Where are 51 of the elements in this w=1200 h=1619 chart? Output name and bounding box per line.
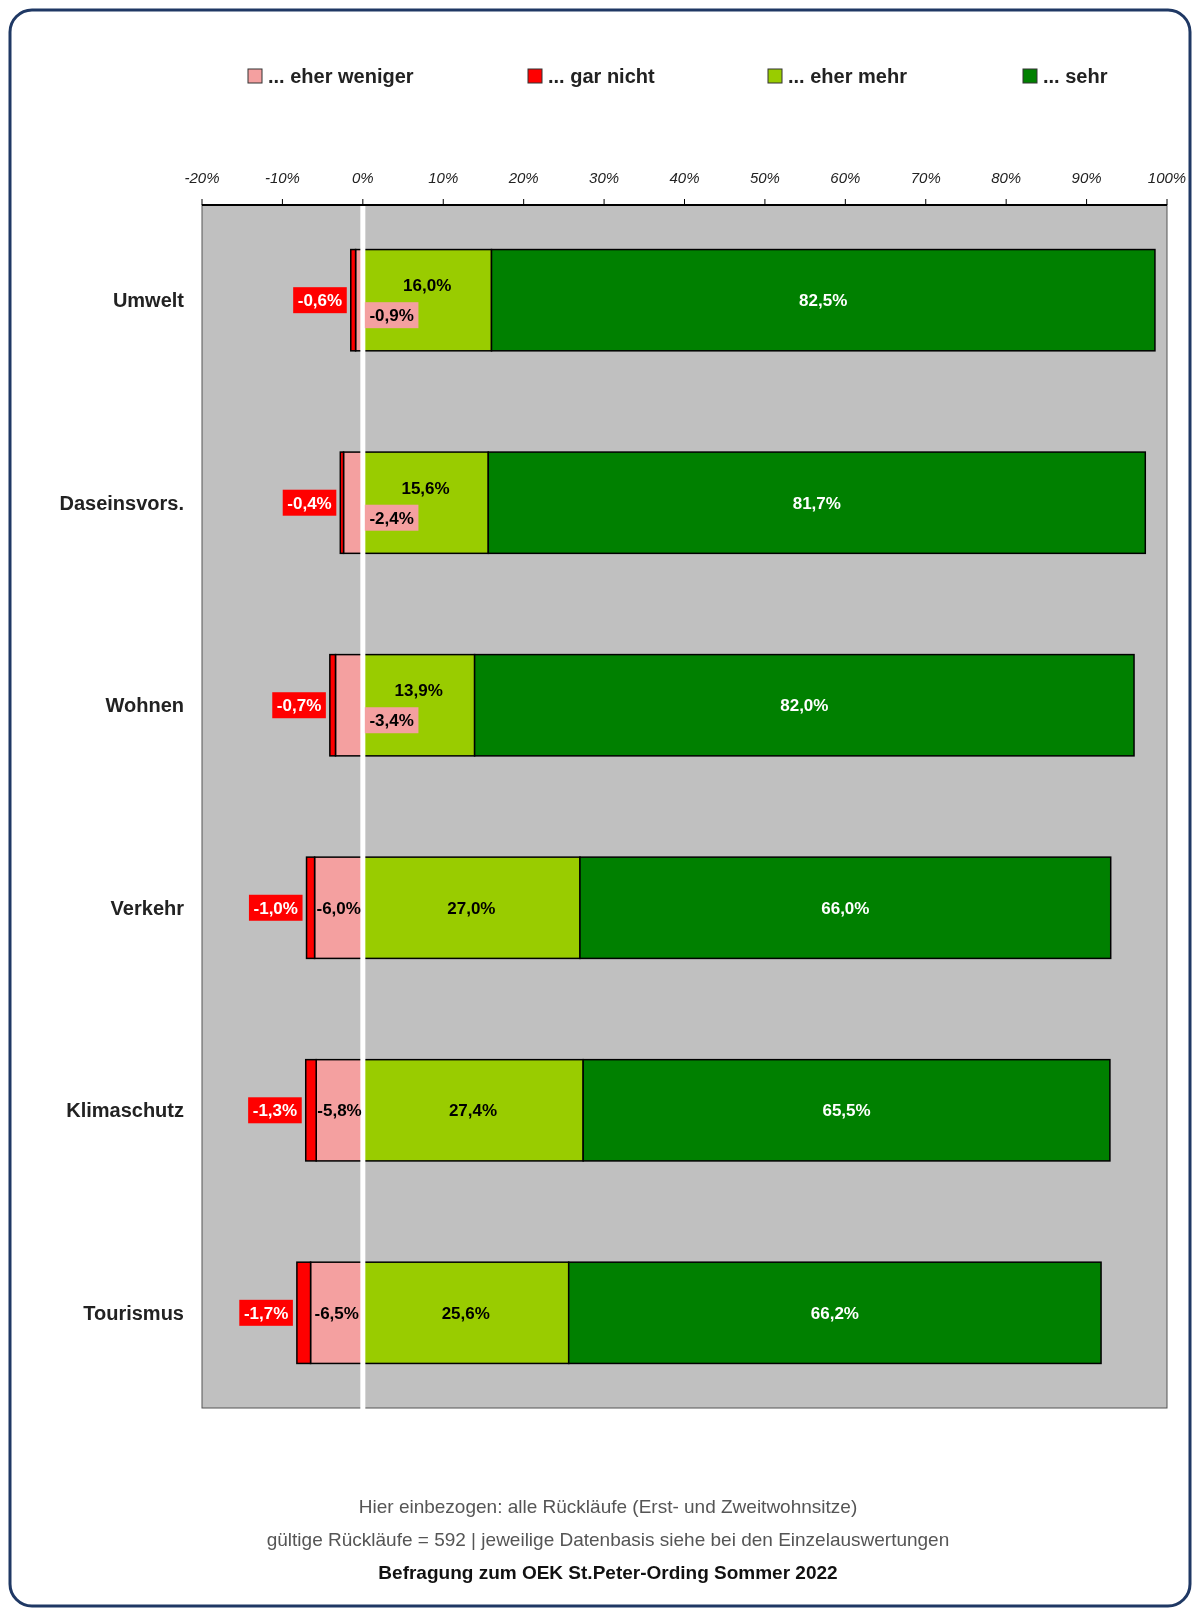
x-tick-label: 70% [910, 169, 941, 186]
legend-label: ... gar nicht [548, 65, 656, 87]
data-label: 65,5% [822, 1101, 871, 1121]
bar [350, 248, 357, 352]
y-tick-label: Klimaschutz [66, 1099, 184, 1122]
x-tick-label: 20% [507, 169, 539, 186]
text: Befragung zum OEK St.Peter-Ording Sommer 2022 [378, 1562, 838, 1583]
data-label: 13,9% [394, 681, 443, 701]
y-tick-label: Wohnen [105, 694, 184, 717]
data-label: -0,4% [287, 493, 332, 513]
y-tick-label: Verkehr [110, 896, 185, 919]
legend-label: ... sehr [1043, 65, 1108, 87]
data-label: 27,4% [448, 1101, 498, 1121]
x-tick-label: 0% [351, 169, 374, 186]
x-tick-label: -20% [184, 169, 220, 186]
legend-label: ... eher weniger [268, 65, 414, 87]
x-tick-label: 90% [1071, 169, 1102, 186]
x-tick-label: 30% [589, 169, 620, 186]
data-label: -0,7% [276, 696, 322, 716]
y-tick-label: Tourismus [83, 1301, 184, 1324]
data-label: -2,4% [369, 508, 414, 528]
data-label: -3,4% [369, 711, 414, 731]
data-label: 66,0% [821, 898, 870, 918]
x-tick-label: 40% [669, 169, 700, 186]
x-tick-label: 50% [749, 169, 780, 186]
y-tick-label: Umwelt [112, 289, 185, 312]
x-tick-label: 100% [1147, 169, 1187, 186]
data-label: 66,2% [810, 1303, 859, 1323]
data-label: 27,0% [447, 898, 496, 918]
data-label: -1,3% [252, 1101, 298, 1121]
data-label: 82,0% [780, 696, 829, 716]
data-label: 81,7% [792, 493, 841, 513]
data-label: -1,7% [243, 1303, 289, 1323]
legend-label: ... eher mehr [788, 65, 908, 87]
data-label: -0,6% [297, 291, 343, 311]
text: gültige Rückläufe = 592 | jeweilige Datenbasis siehe bei den Einzelauswertungen [266, 1529, 950, 1550]
data-label: 82,5% [799, 291, 848, 311]
x-tick-label: 60% [830, 169, 861, 186]
x-tick-label: 80% [991, 169, 1022, 186]
x-tick-label: -10% [264, 169, 300, 186]
data-label: 25,6% [441, 1303, 490, 1323]
y-tick-label: Daseinsvors. [59, 491, 184, 514]
data-label: 16,0% [403, 276, 452, 296]
data-label: -5,8% [317, 1101, 362, 1121]
data-label: -6,0% [316, 898, 361, 918]
text: Hier einbezogen: alle Rückläufe (Erst- und Zweitwohnsitze) [358, 1496, 858, 1517]
data-label: -1,0% [253, 898, 298, 918]
data-label: -0,9% [369, 306, 414, 326]
x-tick-label: 10% [428, 169, 459, 186]
data-label: -6,5% [314, 1303, 359, 1323]
data-label: 15,6% [401, 478, 450, 498]
